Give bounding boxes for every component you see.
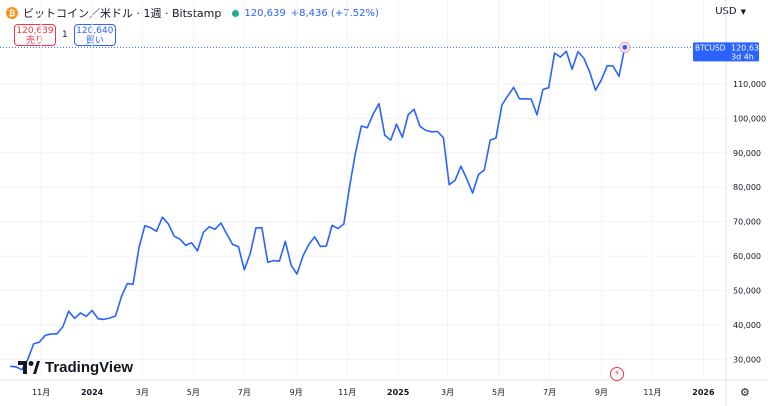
price-tag: BTCUSD 120,639 3d 4h — [693, 42, 764, 62]
y-tick-label: 60,000 — [733, 252, 761, 261]
last-point-marker — [622, 44, 628, 50]
sell-label: 売り — [25, 36, 44, 46]
x-tick-label: 7月 — [543, 388, 556, 397]
sell-button[interactable]: 120,639 売り — [14, 24, 56, 46]
market-open-icon — [232, 9, 240, 17]
price-tag-symbol: BTCUSD — [695, 43, 726, 52]
x-tick-label: 5月 — [492, 388, 505, 397]
y-tick-label: 40,000 — [733, 321, 761, 330]
y-tick-label: 90,000 — [733, 149, 761, 158]
symbol-title-row[interactable]: ₿ ビットコイン／米ドル · 1週 · Bitstamp 120,639 +8,… — [6, 5, 379, 21]
price-tag-countdown: 3d 4h — [731, 52, 754, 61]
x-tick-label: 11月 — [32, 388, 50, 397]
time-axis[interactable]: 11月 2024 3月 5月 7月 9月 11月 2025 3月 5月 7月 9月 11月 2026 — [0, 379, 768, 397]
x-tick-label: 7月 — [238, 388, 251, 397]
tradingview-wordmark: TradingView — [45, 359, 134, 376]
lightning-icon[interactable]: ⚡ — [610, 367, 624, 381]
x-tick-label: 9月 — [290, 388, 303, 397]
x-tick-label: 11月 — [338, 388, 356, 397]
chevron-down-icon: ▼ — [740, 7, 746, 16]
x-tick-label: 11月 — [643, 388, 661, 397]
header-change: +8,436 (+7.52%) — [290, 7, 379, 19]
tradingview-logo[interactable]: TradingView — [18, 359, 133, 376]
y-tick-label: 50,000 — [733, 287, 761, 296]
settings-gear-icon[interactable]: ⚙ — [740, 386, 750, 399]
price-axis[interactable]: 30,000 40,000 50,000 60,000 70,000 80,000 90,0… — [725, 0, 766, 406]
x-tick-label: 9月 — [595, 388, 608, 397]
x-tick-label: 3月 — [136, 388, 149, 397]
price-series — [10, 41, 631, 371]
y-tick-label: 70,000 — [733, 218, 761, 227]
spread-value: 1 — [62, 30, 68, 40]
x-tick-label: 3月 — [441, 388, 454, 397]
symbol-title: ビットコイン／米ドル · 1週 · Bitstamp — [23, 7, 222, 20]
x-tick-label: 2025 — [387, 388, 410, 397]
x-tick-label: 2024 — [81, 388, 104, 397]
buy-label: 買い — [85, 36, 104, 46]
header-price: 120,639 — [244, 7, 286, 19]
y-tick-label: 30,000 — [733, 355, 761, 364]
buy-price: 120,640 — [76, 26, 114, 36]
x-tick-label: 5月 — [187, 388, 200, 397]
sell-price: 120,639 — [16, 26, 54, 36]
buy-button[interactable]: 120,640 買い — [73, 24, 116, 46]
chart-grid — [0, 0, 726, 380]
price-line — [10, 47, 626, 371]
price-tag-box — [693, 42, 759, 62]
tradingview-logo-icon — [18, 361, 40, 374]
price-tag-value: 120,639 — [731, 43, 764, 52]
bitcoin-icon: ₿ — [6, 7, 18, 19]
y-tick-label: 80,000 — [733, 183, 761, 192]
x-tick-label: 2026 — [692, 388, 715, 397]
trade-panel: 120,639 売り 1 120,640 買い — [14, 24, 116, 46]
y-tick-label: 110,000 — [733, 80, 766, 89]
y-tick-label: 100,000 — [733, 114, 766, 123]
